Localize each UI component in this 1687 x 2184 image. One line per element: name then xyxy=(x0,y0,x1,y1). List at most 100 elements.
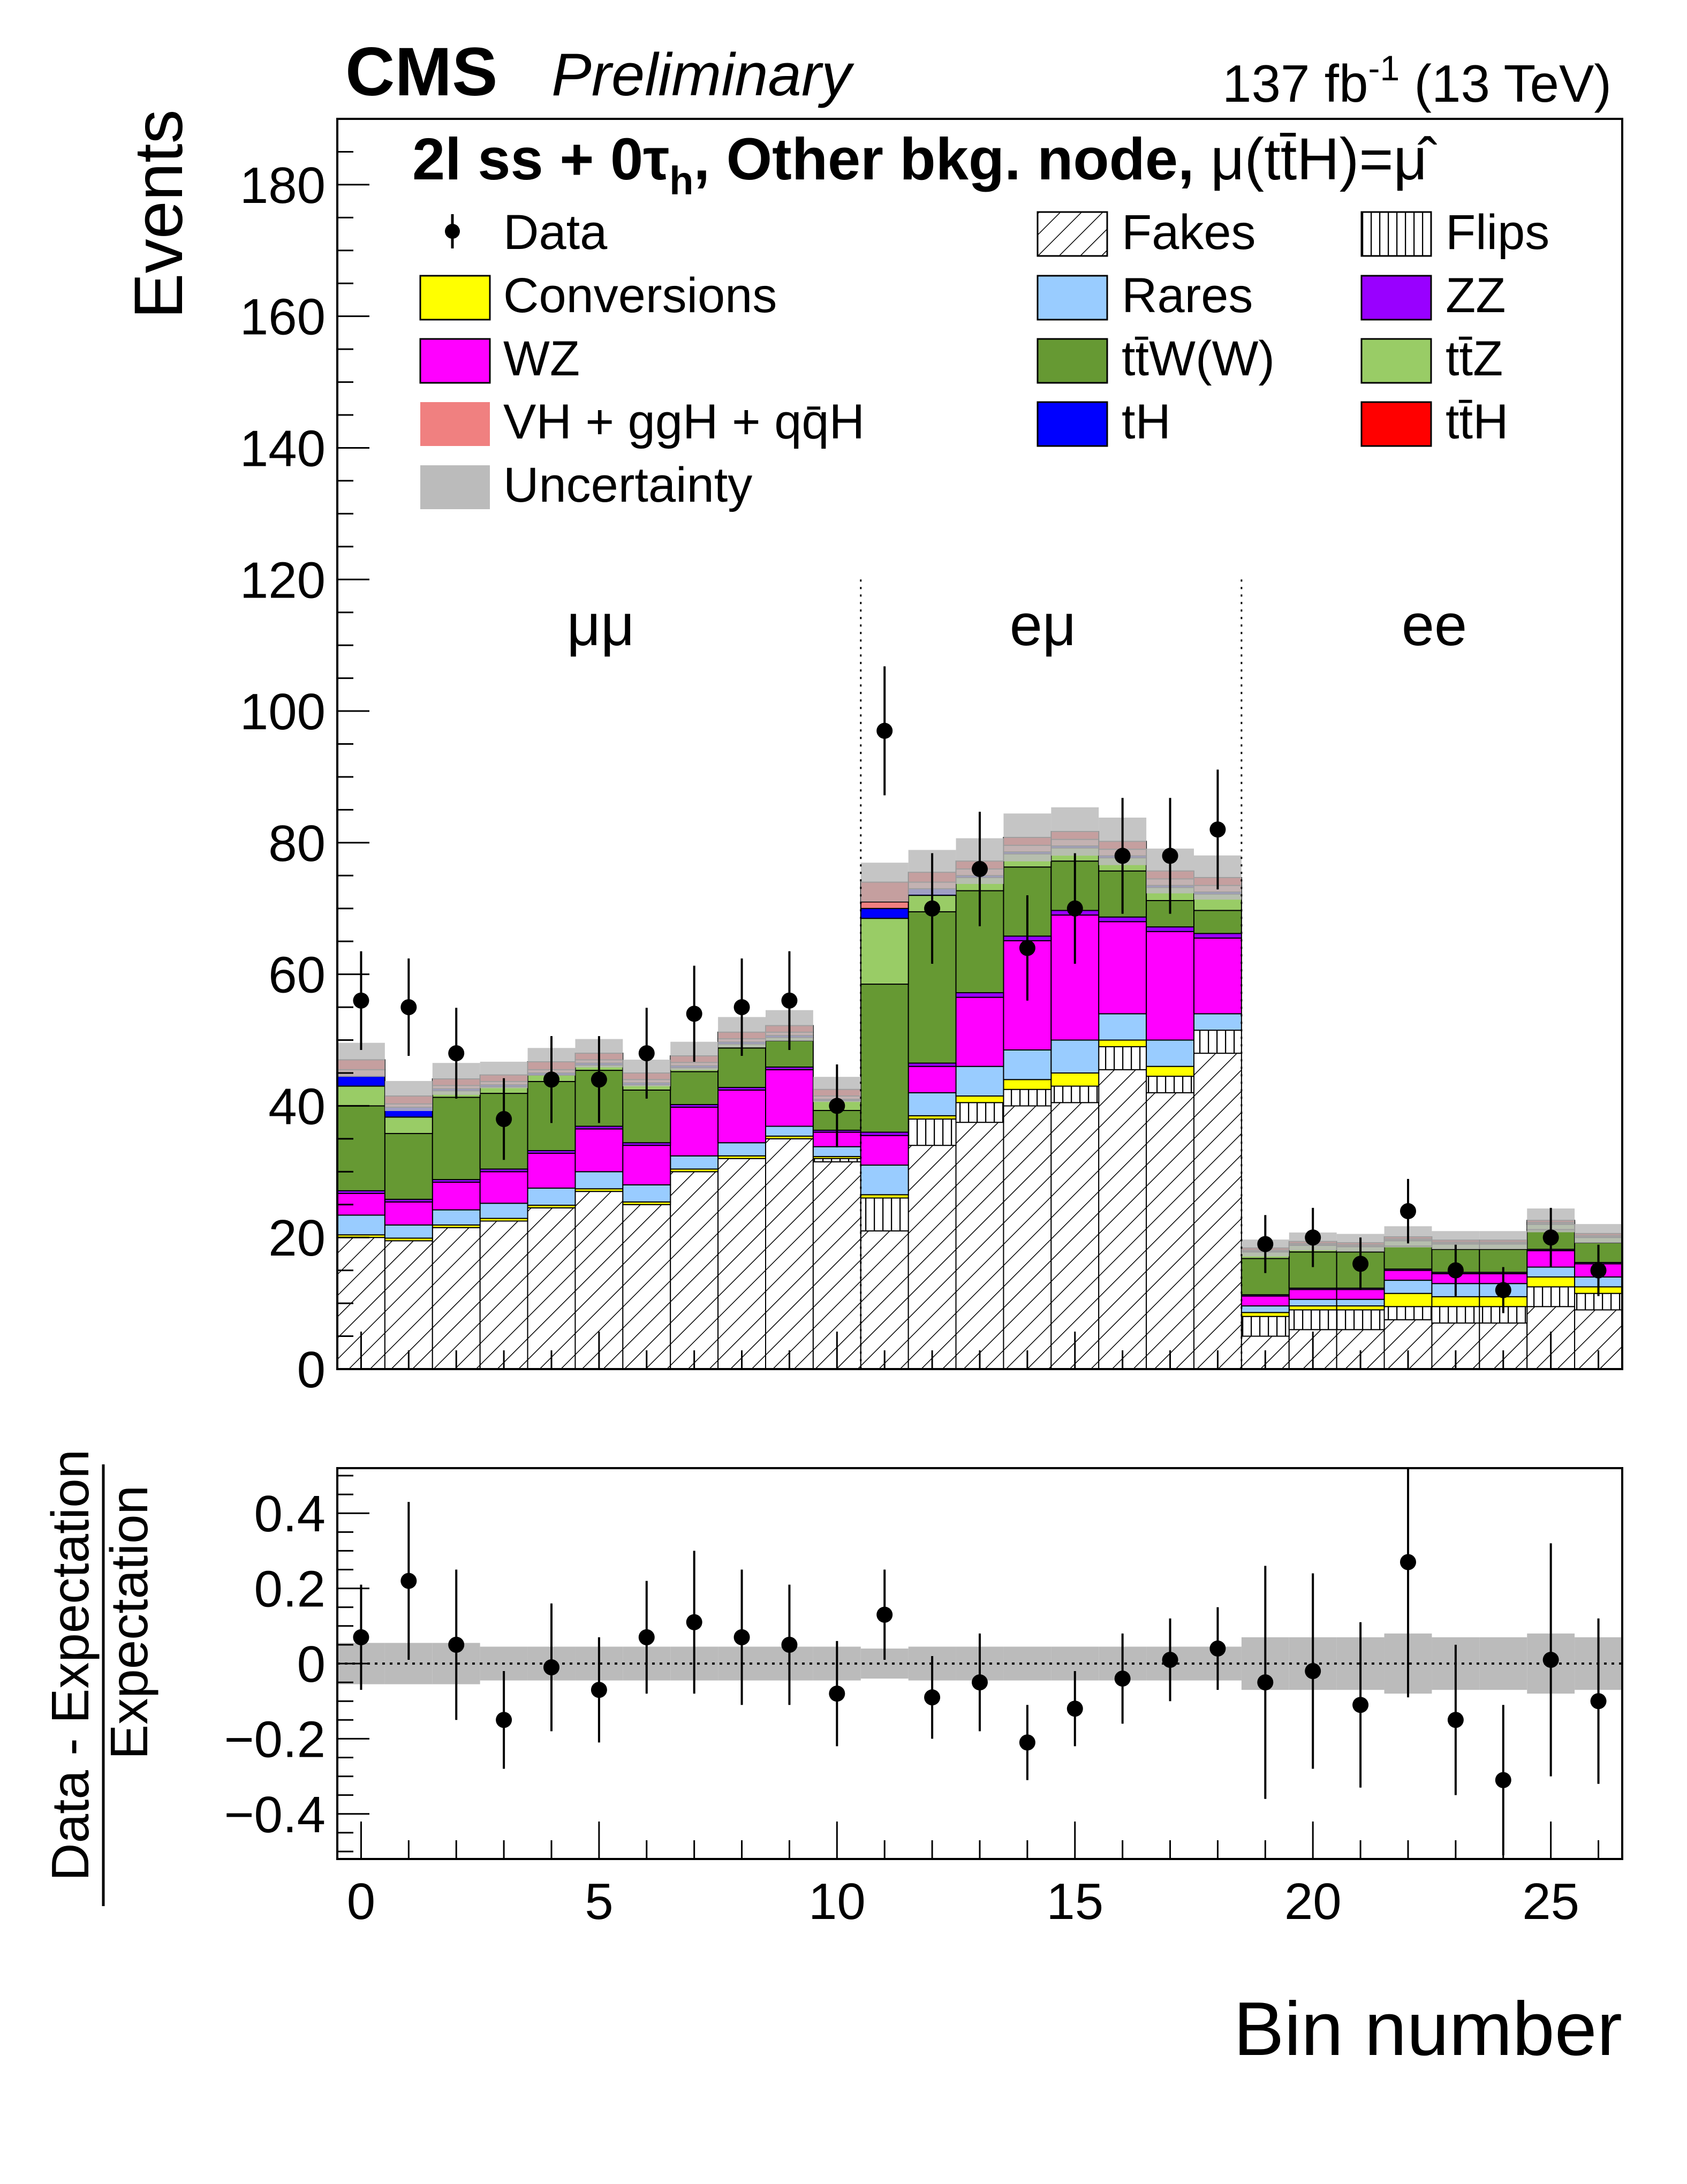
stack-bar-rares-bin-1 xyxy=(384,1224,433,1239)
ratio-point-bin-7 xyxy=(686,1614,702,1630)
stack-bar-ttw-w-bin-0 xyxy=(337,1105,385,1191)
legend-swatch-rares xyxy=(1037,275,1108,321)
x-tick-label-5: 5 xyxy=(585,1873,613,1930)
data-point-bin-16 xyxy=(1114,848,1131,864)
ratio-point-bin-6 xyxy=(638,1629,655,1645)
stack-bar-flips-bin-17 xyxy=(1146,1076,1194,1093)
stack-bar-fakes-bin-11 xyxy=(860,1230,909,1370)
ratio-point-bin-1 xyxy=(400,1573,417,1589)
ratio-y-axis: 0.4 0.2 0 −0.2 −0.4 xyxy=(224,1475,369,1853)
stack-bar-ttw-w-bin-22 xyxy=(1383,1245,1433,1270)
stack-bar-fakes-bin-9 xyxy=(765,1138,814,1370)
stack-bar-ttw-w-bin-11 xyxy=(860,984,909,1133)
data-point-bin-15 xyxy=(1066,900,1083,917)
data-point-bin-6 xyxy=(638,1045,655,1062)
x-axis: 0 5 10 15 20 25 xyxy=(347,1822,1600,1930)
stack-bar-wz-bin-4 xyxy=(527,1152,576,1189)
stack-bar-ttw-w-bin-2 xyxy=(432,1097,481,1181)
stack-bar-conversions-bin-21 xyxy=(1336,1305,1385,1311)
stack-bar-fakes-bin-16 xyxy=(1098,1069,1147,1370)
data-point-bin-9 xyxy=(781,992,798,1009)
x-tick-label-10: 10 xyxy=(808,1873,866,1930)
stack-bar-ttw-w-bin-1 xyxy=(384,1133,433,1200)
stack-bar-flips-bin-25 xyxy=(1526,1286,1576,1308)
stack-bar-wz-bin-13 xyxy=(955,996,1004,1067)
stack-bar-fakes-bin-15 xyxy=(1050,1102,1100,1370)
cms-label: CMS xyxy=(345,34,497,110)
ratio-data-points xyxy=(353,1468,1607,1855)
data-point-bin-5 xyxy=(591,1071,607,1088)
stack-bar-wz-bin-1 xyxy=(384,1201,433,1226)
stack-bar-rares-bin-18 xyxy=(1193,1013,1242,1031)
uncertainty-bin-24 xyxy=(1479,1231,1527,1249)
data-point-bin-0 xyxy=(353,992,369,1009)
stack-bar-ttz-bin-1 xyxy=(384,1116,433,1135)
stack-bar-rares-bin-16 xyxy=(1098,1013,1147,1041)
ratio-point-bin-12 xyxy=(924,1689,941,1706)
ratio-point-bin-21 xyxy=(1352,1697,1369,1713)
stack-bar-fakes-bin-7 xyxy=(670,1171,719,1370)
stack-bar-conversions-bin-22 xyxy=(1383,1293,1433,1308)
stack-bar-conversions-bin-16 xyxy=(1098,1039,1147,1047)
ratio-y-tick-label-1: 0.2 xyxy=(254,1561,326,1618)
stack-bar-wz-bin-22 xyxy=(1383,1269,1433,1281)
legend-swatch-tth xyxy=(1360,401,1432,447)
uncertainty-bin-14 xyxy=(1003,813,1051,861)
stack-bar-conversions-bin-20 xyxy=(1288,1305,1337,1311)
stack-bar-rares-bin-14 xyxy=(1003,1049,1052,1080)
stack-bar-rares-bin-10 xyxy=(812,1146,861,1158)
y-tick-label-120: 120 xyxy=(240,551,326,609)
ratio-y-tick-label-0: 0.4 xyxy=(254,1485,326,1543)
stack-bar-flips-bin-19 xyxy=(1240,1316,1290,1337)
stack-bar-th-bin-0 xyxy=(337,1076,385,1087)
stack-bar-wz-bin-17 xyxy=(1146,931,1194,1041)
stack-bar-ttw-w-bin-7 xyxy=(670,1071,719,1105)
x-tick-label-15: 15 xyxy=(1046,1873,1103,1930)
stack-bar-wz-bin-12 xyxy=(907,1065,957,1093)
data-point-bin-21 xyxy=(1352,1256,1369,1272)
ratio-point-bin-4 xyxy=(543,1659,559,1676)
stack-bar-fakes-bin-1 xyxy=(384,1240,433,1370)
data-point-bin-24 xyxy=(1495,1282,1511,1298)
region-label-mumu: μμ xyxy=(567,592,635,658)
ratio-point-bin-25 xyxy=(1542,1651,1559,1668)
stack-bar-flips-bin-20 xyxy=(1288,1309,1337,1331)
legend-swatch-vh xyxy=(420,402,490,446)
legend-swatch-ttw xyxy=(1037,338,1108,384)
x-axis-title: Bin number xyxy=(1234,1986,1622,2072)
ratio-y-tick-label-4: −0.4 xyxy=(224,1786,326,1843)
y-tick-label-20: 20 xyxy=(268,1210,326,1267)
stack-bar-wz-bin-18 xyxy=(1193,938,1242,1015)
main-plot-panel: 0 20 40 60 80 100 120 140 160 180 xyxy=(240,118,1623,1399)
stack-bar-ttw-w-bin-18 xyxy=(1193,910,1242,934)
ratio-point-bin-14 xyxy=(1019,1734,1035,1751)
stack-bar-conversions-bin-25 xyxy=(1526,1276,1576,1288)
stack-bar-wz-bin-2 xyxy=(432,1181,481,1211)
stack-bar-ttw-w-bin-6 xyxy=(622,1089,671,1144)
stack-bar-conversions-bin-23 xyxy=(1431,1296,1480,1308)
stack-bar-zz-bin-17 xyxy=(1146,926,1194,932)
data-point-bin-14 xyxy=(1019,940,1035,956)
ratio-point-bin-0 xyxy=(353,1629,369,1645)
background-stack xyxy=(337,830,1623,1370)
legend-label-vh: VH + ggH + qq̄H xyxy=(503,395,865,449)
stack-bar-wz-bin-20 xyxy=(1288,1289,1337,1300)
stack-bar-wz-bin-3 xyxy=(479,1171,528,1204)
data-point-bin-25 xyxy=(1542,1229,1559,1246)
stack-bar-rares-bin-15 xyxy=(1050,1039,1100,1074)
stack-bar-rares-bin-25 xyxy=(1526,1266,1576,1278)
legend-label-wz: WZ xyxy=(503,331,580,386)
legend-label-flips: Flips xyxy=(1446,205,1549,260)
y-tick-label-100: 100 xyxy=(240,683,326,740)
stack-bar-flips-bin-15 xyxy=(1050,1085,1100,1104)
stack-bar-wz-bin-19 xyxy=(1240,1295,1290,1307)
stack-bar-conversions-bin-17 xyxy=(1146,1065,1194,1077)
stack-bar-flips-bin-12 xyxy=(907,1119,957,1146)
stack-bar-zz-bin-18 xyxy=(1193,933,1242,939)
stack-bar-ttz-bin-11 xyxy=(860,918,909,985)
lumi-label: 137 fb-1 (13 TeV) xyxy=(1222,48,1612,113)
legend-swatch-zz xyxy=(1360,275,1432,321)
stack-bar-flips-bin-16 xyxy=(1098,1046,1147,1070)
uncertainty-bin-11 xyxy=(860,863,909,902)
